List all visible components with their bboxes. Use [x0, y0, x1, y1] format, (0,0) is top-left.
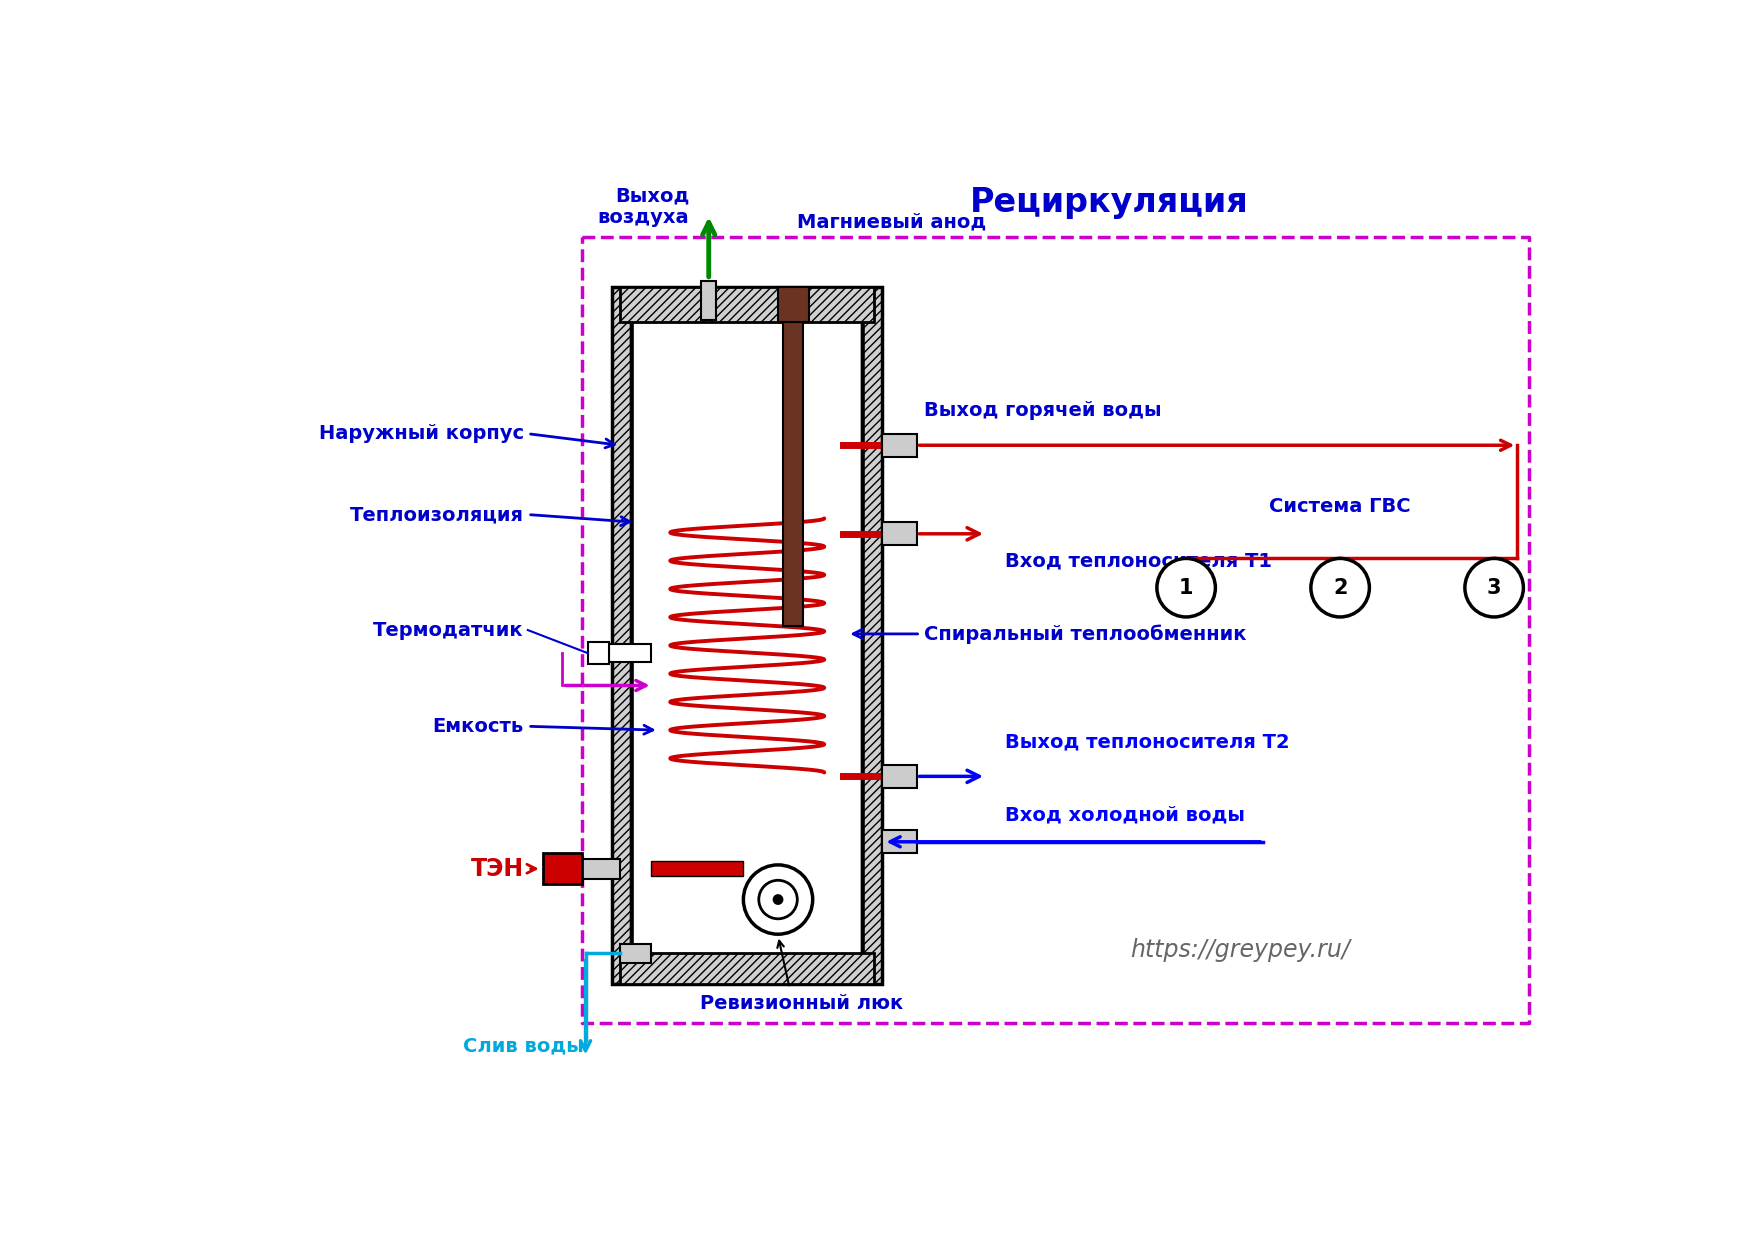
Text: 1: 1 — [1179, 578, 1193, 598]
Bar — [612, 288, 882, 985]
Circle shape — [759, 880, 798, 919]
Bar — [702, 281, 716, 320]
Text: https://greypey.ru/: https://greypey.ru/ — [1130, 937, 1351, 961]
Text: Спиральный теплообменник: Спиральный теплообменник — [924, 624, 1247, 644]
Text: Слив воды: Слив воды — [463, 1037, 584, 1055]
Text: Теплоизоляция: Теплоизоляция — [351, 505, 524, 525]
Circle shape — [774, 894, 784, 905]
Bar — [621, 944, 651, 962]
Bar — [588, 642, 609, 663]
Text: Система ГВС: Система ГВС — [1270, 497, 1410, 516]
Text: Емкость: Емкость — [433, 717, 524, 735]
Text: Вход теплоносителя Т1: Вход теплоносителя Т1 — [1005, 552, 1272, 570]
Circle shape — [1465, 558, 1524, 618]
Text: Рециркуляция: Рециркуляция — [970, 186, 1249, 219]
Text: Выход горячей воды: Выход горячей воды — [924, 401, 1161, 420]
Circle shape — [1158, 558, 1216, 618]
Bar — [882, 765, 917, 787]
Bar — [577, 859, 621, 879]
Text: ТЭН: ТЭН — [470, 857, 524, 880]
Bar — [609, 644, 651, 662]
Bar — [779, 288, 809, 322]
Bar — [612, 288, 882, 985]
Text: Выход теплоносителя Т2: Выход теплоносителя Т2 — [1005, 732, 1289, 751]
Bar — [651, 861, 744, 877]
Bar — [784, 291, 803, 626]
Bar — [882, 522, 917, 546]
Bar — [621, 288, 873, 322]
Text: Вход холодной воды: Вход холодной воды — [1005, 805, 1245, 825]
Bar — [621, 954, 873, 985]
Bar — [544, 853, 582, 884]
Text: Ревизионный люк: Ревизионный люк — [700, 994, 903, 1013]
Text: 2: 2 — [1333, 578, 1347, 598]
Text: Выход
воздуха: Выход воздуха — [598, 186, 689, 227]
Text: 3: 3 — [1487, 578, 1501, 598]
Circle shape — [744, 866, 812, 934]
Text: Термодатчик: Термодатчик — [374, 620, 524, 640]
Circle shape — [1310, 558, 1370, 618]
FancyBboxPatch shape — [631, 299, 863, 977]
Bar — [621, 954, 873, 985]
Bar — [621, 288, 873, 322]
Text: Наружный корпус: Наружный корпус — [319, 424, 524, 443]
Bar — [882, 831, 917, 853]
Bar — [882, 434, 917, 456]
Text: Магниевый анод: Магниевый анод — [798, 212, 986, 232]
